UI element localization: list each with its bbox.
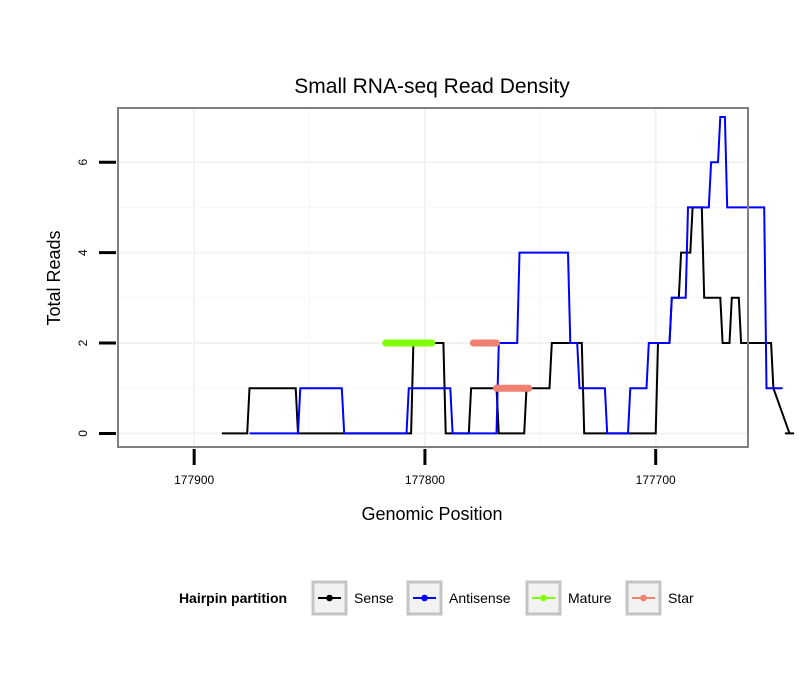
y-tick-label: 2	[76, 339, 90, 346]
legend: Hairpin partition Sense Antisense Mature St…	[179, 580, 694, 616]
legend-item-label: Star	[668, 590, 694, 606]
series-lines	[221, 116, 795, 435]
sense-series-line	[221, 206, 795, 435]
legend-item-label: Antisense	[449, 590, 511, 606]
axes: 0 2 4 6 177900 177800 177700	[76, 159, 676, 487]
legend-key-point	[326, 594, 333, 602]
y-tick-label: 6	[76, 159, 90, 166]
legend-key-point	[640, 594, 647, 602]
legend-item-mature: Mature	[525, 580, 612, 616]
legend-key-point	[540, 594, 547, 602]
legend-item-label: Mature	[568, 590, 612, 606]
legend-item-sense: Sense	[311, 580, 394, 616]
y-tick-label: 4	[76, 249, 90, 256]
legend-item-antisense: Antisense	[406, 580, 511, 616]
legend-item-star: Star	[625, 580, 694, 616]
x-tick-label: 177800	[405, 473, 445, 487]
plot-panel-border	[117, 107, 749, 448]
y-tick-label: 0	[76, 430, 90, 437]
grid-lines	[118, 108, 748, 447]
legend-key-point	[421, 594, 428, 602]
x-tick-label: 177900	[174, 473, 214, 487]
legend-entries: Sense Antisense Mature Star	[311, 580, 694, 616]
legend-key-box	[525, 580, 562, 616]
legend-item-label: Sense	[354, 590, 394, 606]
y-axis-label: Total Reads	[44, 230, 64, 325]
x-axis-label: Genomic Position	[361, 504, 502, 524]
chart-title: Small RNA-seq Read Density	[294, 75, 570, 98]
legend-title: Hairpin partition	[179, 590, 287, 606]
antisense-series-line	[249, 116, 783, 435]
x-tick-label: 177700	[636, 473, 676, 487]
